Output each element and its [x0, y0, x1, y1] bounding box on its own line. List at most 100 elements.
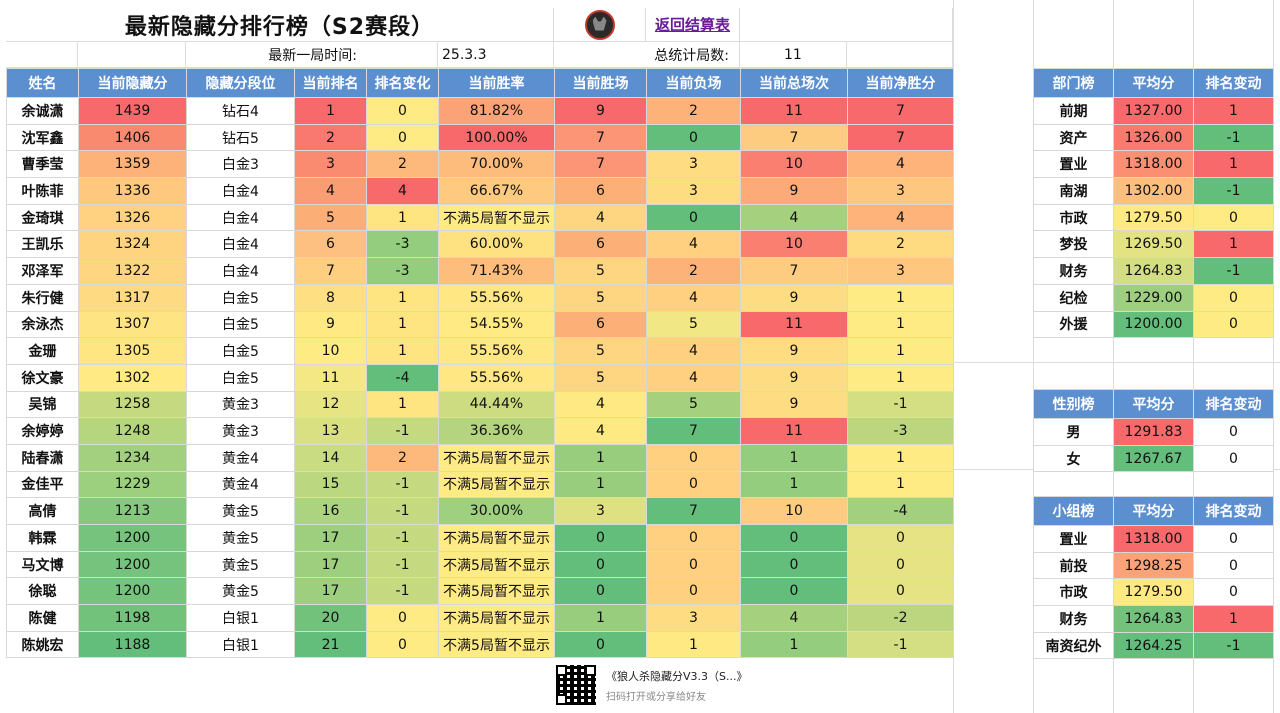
table-cell: -1 — [366, 550, 439, 579]
table-row: 金珊 1305 白金5 10 1 55.56% 5 4 9 1 — [6, 337, 954, 365]
table-cell: -1 — [1193, 177, 1274, 205]
table-cell: 3 — [646, 150, 741, 179]
table-cell: 4 — [740, 604, 848, 632]
table-cell: 12 — [294, 390, 367, 419]
table-cell: 10 — [294, 337, 367, 365]
table-row: 前期 1327.00 1 — [1033, 97, 1274, 125]
table-cell: 白金3 — [186, 150, 295, 179]
row-label-cell: 金珊 — [6, 337, 79, 365]
table-cell: 黄金5 — [186, 577, 295, 606]
table-cell: 0 — [646, 550, 741, 579]
table-cell: 0 — [1193, 578, 1274, 607]
table-cell: 4 — [740, 203, 848, 232]
row-label-cell: 财务 — [1033, 257, 1114, 285]
column-header: 隐藏分段位 — [186, 68, 295, 98]
table-cell: 10 — [740, 497, 848, 525]
table-cell: 9 — [740, 177, 848, 205]
table-cell: 0 — [1193, 418, 1274, 446]
row-label-cell: 陈健 — [6, 604, 79, 632]
table-cell: 白银1 — [186, 630, 295, 659]
table-cell: -1 — [366, 577, 439, 606]
row-label-cell: 陈姚宏 — [6, 630, 79, 659]
table-cell: 1302 — [78, 363, 187, 392]
table-row: 市政 1279.50 0 — [1033, 578, 1274, 607]
table-cell: 0 — [1193, 551, 1274, 580]
row-label-cell: 吴锦 — [6, 390, 79, 419]
table-cell: 1279.50 — [1113, 578, 1194, 607]
row-label-cell: 韩霖 — [6, 524, 79, 552]
table-cell: 1 — [847, 363, 954, 392]
back-link-cell: 返回结算表 — [646, 8, 740, 42]
table-cell: 15 — [294, 470, 367, 499]
table-row: 邓泽军 1322 白金4 7 -3 71.43% 5 2 7 3 — [6, 257, 954, 285]
row-label-cell: 梦投 — [1033, 230, 1114, 259]
column-header: 当前胜率 — [438, 68, 555, 98]
table-cell: 不满5局暂不显示 — [438, 577, 555, 606]
table-cell: 0 — [554, 577, 647, 606]
table-cell: 3 — [847, 257, 954, 285]
table-cell: 66.67% — [438, 177, 555, 205]
table-cell: -1 — [1193, 123, 1274, 152]
table-row: 金琦琪 1326 白金4 5 1 不满5局暂不显示 4 0 4 4 — [6, 203, 954, 232]
table-cell: 黄金4 — [186, 470, 295, 499]
row-label-cell: 南湖 — [1033, 177, 1114, 205]
table-cell: 1 — [1193, 605, 1274, 633]
table-row: 曹季莹 1359 白金3 3 2 70.00% 7 3 10 4 — [6, 150, 954, 179]
table-cell: 0 — [740, 577, 848, 606]
table-row: 女 1267.67 0 — [1033, 444, 1274, 473]
table-cell: -3 — [366, 257, 439, 285]
table-cell: 7 — [294, 257, 367, 285]
row-label-cell: 叶陈菲 — [6, 177, 79, 205]
table-cell: 70.00% — [438, 150, 555, 179]
table-cell: 20 — [294, 604, 367, 632]
table-row: 金佳平 1229 黄金4 15 -1 不满5局暂不显示 1 0 1 1 — [6, 470, 954, 499]
gender-table: 性别榜 平均分 排名变动 男 1291.83 0 女 1267.67 0 — [1033, 389, 1274, 473]
table-cell: 9 — [740, 337, 848, 365]
games-label: 总统计局数: — [554, 42, 740, 68]
column-header: 当前排名 — [294, 68, 367, 98]
back-to-settlement-link[interactable]: 返回结算表 — [654, 16, 730, 34]
table-cell: 黄金5 — [186, 524, 295, 552]
table-cell: 11 — [740, 417, 848, 445]
row-label-cell: 王凯乐 — [6, 230, 79, 259]
table-cell: 1291.83 — [1113, 418, 1194, 446]
table-cell: 0 — [740, 550, 848, 579]
table-cell: 0 — [366, 97, 439, 125]
table-cell: 1317 — [78, 283, 187, 312]
table-cell: -4 — [847, 497, 954, 525]
table-cell: 9 — [740, 363, 848, 392]
row-label-cell: 财务 — [1033, 605, 1114, 633]
table-cell: 55.56% — [438, 283, 555, 312]
table-cell: 1 — [847, 337, 954, 365]
table-cell: 1406 — [78, 123, 187, 152]
table-cell: 1 — [554, 443, 647, 472]
table-cell: 不满5局暂不显示 — [438, 203, 555, 232]
table-row: 沈军鑫 1406 钻石5 2 0 100.00% 7 0 7 7 — [6, 123, 954, 152]
column-header: 当前总场次 — [740, 68, 848, 98]
table-cell: 1264.83 — [1113, 605, 1194, 633]
table-row: 高倩 1213 黄金5 16 -1 30.00% 3 7 10 -4 — [6, 497, 954, 525]
table-cell: 5 — [554, 337, 647, 365]
table-cell: 5 — [554, 283, 647, 312]
table-cell: 1302.00 — [1113, 177, 1194, 205]
table-header-row: 性别榜 平均分 排名变动 — [1033, 389, 1274, 419]
table-cell: 1264.25 — [1113, 631, 1194, 660]
share-title: 《狼人杀隐藏分V3.3（S...》 — [606, 669, 748, 683]
table-cell: 0 — [366, 604, 439, 632]
column-header: 平均分 — [1113, 68, 1194, 98]
table-cell: 1248 — [78, 417, 187, 445]
table-cell: 0 — [740, 524, 848, 552]
table-cell: 白金5 — [186, 310, 295, 339]
table-cell: 黄金5 — [186, 550, 295, 579]
table-row: 余婷婷 1248 黄金3 13 -1 36.36% 4 7 11 -3 — [6, 417, 954, 445]
row-label-cell: 置业 — [1033, 150, 1114, 179]
row-label-cell: 金琦琪 — [6, 203, 79, 232]
table-cell: 不满5局暂不显示 — [438, 630, 555, 659]
table-cell: 白金5 — [186, 283, 295, 312]
table-cell: 1 — [1193, 97, 1274, 125]
row-label-cell: 沈军鑫 — [6, 123, 79, 152]
qr-code-icon[interactable] — [556, 665, 596, 705]
table-cell: 71.43% — [438, 257, 555, 285]
table-cell: 5 — [646, 310, 741, 339]
table-cell: 60.00% — [438, 230, 555, 259]
